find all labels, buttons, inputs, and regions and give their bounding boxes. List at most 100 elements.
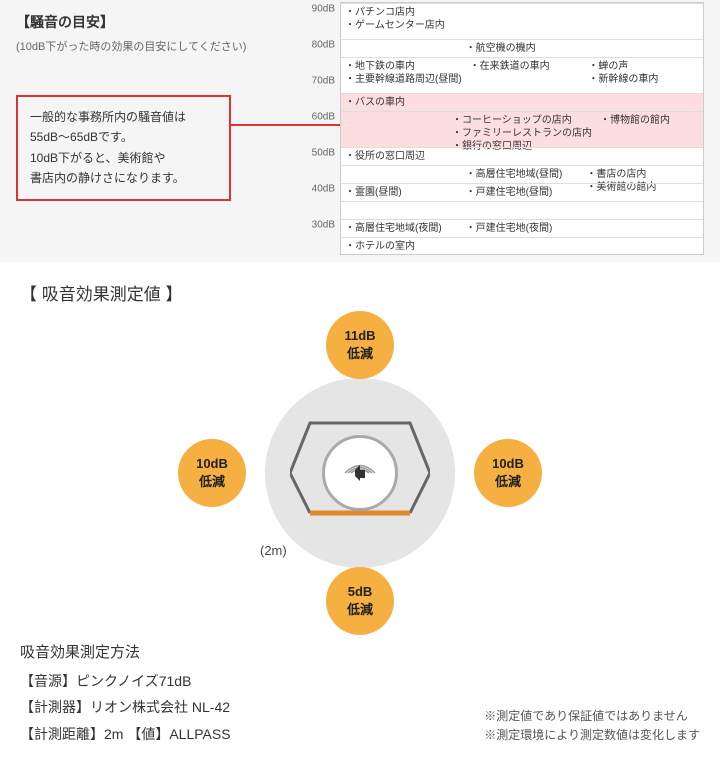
noise-cell	[462, 202, 583, 219]
noise-reference-section: 【騒音の目安】 (10dB下がった時の効果の目安にしてください) 一般的な事務所…	[0, 0, 720, 262]
noise-cell: ・蝉の声・新幹線の車内	[584, 58, 703, 93]
noise-row: ・バスの車内	[341, 93, 703, 111]
noise-item: ・コーヒーショップの店内	[452, 114, 592, 127]
noise-item: ・博物館の館内	[600, 114, 699, 127]
bubble-label: 低減	[495, 471, 521, 490]
noise-item: ・新幹線の車内	[588, 73, 699, 86]
noise-item: ・地下鉄の車内	[345, 60, 462, 73]
noise-cell	[582, 40, 703, 57]
noise-row: ・コーヒーショップの店内・ファミリーレストランの店内・銀行の窓口周辺・博物館の館…	[341, 111, 703, 147]
diagram-wrap: 11dB低減10dB低減10dB低減5dB低減 (2m)	[20, 313, 700, 633]
noise-item: ・霊園(昼間)	[345, 186, 458, 199]
noise-table: 90dB80dB70dB60dB50dB40dB30dB ・パチンコ店内・ゲーム…	[340, 2, 704, 255]
noise-cell	[462, 4, 583, 39]
measurement-title: 【 吸音効果測定値 】	[20, 280, 700, 305]
method-line: 【音源】ピンクノイズ71dB	[20, 668, 700, 695]
noise-item: ・高層住宅地域(夜間)	[345, 222, 458, 235]
noise-cell	[582, 184, 703, 201]
noise-row: ・航空機の機内	[341, 39, 703, 57]
notes: ※測定値であり保証値ではありません※測定環境により測定数値は変化します	[484, 707, 700, 745]
noise-cell	[582, 238, 703, 255]
noise-row: ・高層住宅地域(昼間)・書店の店内・美術館の館内	[341, 165, 703, 183]
note-line: ※測定環境により測定数値は変化します	[484, 726, 700, 745]
noise-cell	[582, 94, 703, 111]
noise-item: ・ゲームセンター店内	[345, 19, 458, 32]
noise-cell	[341, 202, 462, 219]
noise-cell: ・霊園(昼間)	[341, 184, 462, 201]
noise-row: ・地下鉄の車内・主要幹線道路周辺(昼間) ・在来鉄道の車内・蝉の声・新幹線の車内	[341, 57, 703, 93]
axis-tick: 70dB	[312, 76, 335, 87]
noise-cell: ・コーヒーショップの店内・ファミリーレストランの店内・銀行の窓口周辺	[448, 112, 596, 147]
noise-cell: ・バスの車内	[341, 94, 462, 111]
noise-cell: ・航空機の機内	[462, 40, 583, 57]
axis-tick: 60dB	[312, 112, 335, 123]
range-label: (2m)	[260, 543, 287, 558]
noise-row: ・役所の窓口周辺	[341, 147, 703, 165]
noise-item: ・戸建住宅地(夜間)	[466, 222, 579, 235]
noise-cell: ・パチンコ店内・ゲームセンター店内	[341, 4, 462, 39]
noise-cell	[582, 220, 703, 237]
noise-item: ・戸建住宅地(昼間)	[466, 186, 579, 199]
noise-row: ・霊園(昼間) ・戸建住宅地(昼間)	[341, 183, 703, 201]
axis-tick: 30dB	[312, 220, 335, 231]
noise-item: ・航空機の機内	[466, 42, 579, 55]
noise-cell	[341, 40, 462, 57]
noise-item: ・役所の窓口周辺	[345, 150, 458, 163]
axis-tick: 50dB	[312, 148, 335, 159]
noise-cell: ・在来鉄道の車内	[466, 58, 585, 93]
noise-row: ・ホテルの室内	[341, 237, 703, 255]
noise-item: ・高層住宅地域(昼間)	[466, 168, 579, 181]
bubble-value: 11dB	[344, 328, 375, 343]
speaker-icon	[335, 448, 385, 498]
noise-cell	[582, 148, 703, 165]
reduction-bubble-left: 10dB低減	[178, 439, 246, 507]
noise-row	[341, 201, 703, 219]
note-line: ※測定値であり保証値ではありません	[484, 707, 700, 726]
bubble-value: 5dB	[348, 584, 373, 599]
noise-row: ・高層住宅地域(夜間) ・戸建住宅地(夜間)	[341, 219, 703, 237]
bubble-label: 低減	[347, 599, 373, 618]
inner-circle	[322, 435, 398, 511]
noise-cell	[582, 202, 703, 219]
axis-tick: 80dB	[312, 40, 335, 51]
axis-tick: 90dB	[312, 4, 335, 15]
method-heading: 吸音効果測定方法	[20, 639, 700, 668]
callout-box: 一般的な事務所内の騒音値は 55dB～65dBです。 10dB下がると、美術館や…	[16, 95, 231, 201]
bubble-label: 低減	[199, 471, 225, 490]
noise-item: ・バスの車内	[345, 96, 458, 109]
outer-circle	[265, 378, 455, 568]
noise-cell	[462, 238, 583, 255]
reduction-bubble-top: 11dB低減	[326, 311, 394, 379]
noise-item: ・在来鉄道の車内	[470, 60, 581, 73]
noise-cell: ・役所の窓口周辺	[341, 148, 462, 165]
absorption-diagram: 11dB低減10dB低減10dB低減5dB低減 (2m)	[265, 378, 455, 568]
noise-cell: ・地下鉄の車内・主要幹線道路周辺(昼間)	[341, 58, 466, 93]
noise-cell	[462, 148, 583, 165]
bubble-label: 低減	[347, 343, 373, 362]
noise-item: ・蝉の声	[588, 60, 699, 73]
noise-item: ・ホテルの室内	[345, 240, 458, 253]
bubble-value: 10dB	[196, 456, 228, 471]
axis-tick: 40dB	[312, 184, 335, 195]
bubble-value: 10dB	[492, 456, 524, 471]
noise-item: ・パチンコ店内	[345, 6, 458, 19]
noise-cell: ・戸建住宅地(夜間)	[462, 220, 583, 237]
noise-cell: ・高層住宅地域(夜間)	[341, 220, 462, 237]
noise-item: ・書店の店内	[586, 168, 699, 181]
reduction-bubble-bottom: 5dB低減	[326, 567, 394, 635]
noise-cell: ・ホテルの室内	[341, 238, 462, 255]
noise-cell	[582, 4, 703, 39]
noise-cell: ・博物館の館内	[596, 112, 703, 147]
noise-item: ・ファミリーレストランの店内	[452, 127, 592, 140]
noise-cell	[341, 112, 448, 147]
noise-cell: ・高層住宅地域(昼間)	[462, 166, 583, 183]
callout-text: 一般的な事務所内の騒音値は 55dB～65dBです。 10dB下がると、美術館や…	[30, 110, 186, 185]
measurement-section: 【 吸音効果測定値 】 11dB低減10dB低減	[0, 262, 720, 757]
noise-cell	[341, 166, 462, 183]
noise-item: ・主要幹線道路周辺(昼間)	[345, 73, 462, 86]
db-axis: 90dB 80dB 70dB 60dB 50dB 40dB 30dB	[301, 3, 341, 254]
noise-cell	[462, 94, 583, 111]
noise-cell: ・戸建住宅地(昼間)	[462, 184, 583, 201]
noise-row: ・パチンコ店内・ゲームセンター店内	[341, 3, 703, 39]
reduction-bubble-right: 10dB低減	[474, 439, 542, 507]
